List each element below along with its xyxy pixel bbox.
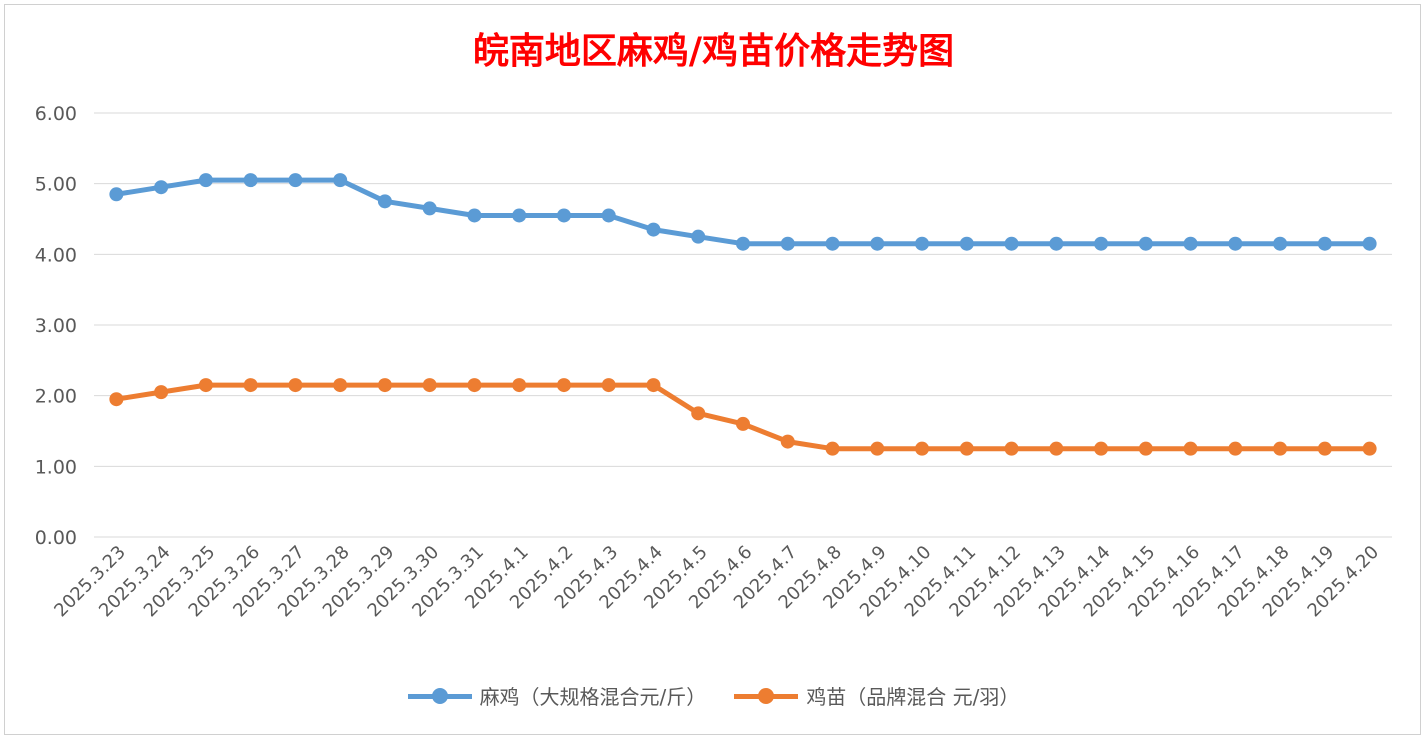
data-point-series-2 [1183, 441, 1198, 456]
data-point-series-2 [870, 441, 885, 456]
data-point-series-2 [691, 406, 706, 421]
legend-item-series-1[interactable]: 麻鸡（大规格混合元/斤） [407, 681, 707, 710]
data-point-series-1 [243, 173, 258, 188]
series-line-1 [113, 177, 1373, 247]
data-point-series-1 [1317, 236, 1332, 251]
data-point-series-1 [1138, 236, 1153, 251]
data-point-series-1 [691, 229, 706, 244]
data-point-series-1 [1362, 236, 1377, 251]
legend: 麻鸡（大规格混合元/斤） 鸡苗（品牌混合 元/羽） [0, 681, 1427, 710]
data-point-series-2 [288, 378, 303, 393]
data-point-series-1 [1094, 236, 1109, 251]
data-point-series-1 [1004, 236, 1019, 251]
data-point-series-2 [1362, 441, 1377, 456]
data-point-series-2 [825, 441, 840, 456]
data-point-series-2 [243, 378, 258, 393]
chart-frame [4, 4, 1421, 735]
legend-swatch-series-1 [407, 686, 472, 706]
y-tick-label: 2.00 [35, 386, 77, 408]
data-point-series-2 [512, 378, 527, 393]
data-point-series-1 [422, 201, 437, 216]
y-tick-label: 5.00 [35, 174, 77, 196]
data-point-series-2 [780, 434, 795, 449]
legend-dot-series-1 [431, 687, 448, 704]
data-point-series-2 [1094, 441, 1109, 456]
data-point-series-1 [736, 236, 750, 251]
data-point-series-2 [333, 378, 348, 393]
data-point-series-1 [1273, 236, 1288, 251]
data-point-series-2 [556, 378, 571, 393]
data-point-series-2 [646, 378, 661, 393]
chart-title: 皖南地区麻鸡/鸡苗价格走势图 [472, 30, 955, 72]
y-tick-label: 0.00 [35, 527, 77, 549]
data-point-series-2 [1317, 441, 1332, 456]
data-point-series-1 [780, 236, 795, 251]
data-point-series-2 [601, 378, 616, 393]
data-point-series-1 [959, 236, 974, 251]
data-point-series-2 [915, 441, 930, 456]
data-point-series-1 [288, 173, 303, 188]
data-point-series-1 [333, 173, 348, 188]
data-point-series-1 [870, 236, 885, 251]
data-point-series-2 [1004, 441, 1019, 456]
data-point-series-1 [556, 208, 571, 223]
data-point-series-2 [377, 378, 392, 393]
series-line-2 [113, 382, 1373, 452]
data-point-series-1 [1183, 236, 1198, 251]
y-tick-label: 6.00 [35, 103, 77, 125]
data-point-series-1 [915, 236, 930, 251]
data-point-series-2 [467, 378, 482, 393]
data-point-series-2 [422, 378, 437, 393]
data-point-series-1 [109, 187, 124, 202]
data-point-series-1 [512, 208, 527, 223]
legend-label-series-2: 鸡苗（品牌混合 元/羽） [806, 685, 1020, 709]
data-point-series-2 [736, 416, 750, 431]
data-point-series-1 [1228, 236, 1243, 251]
data-point-series-1 [646, 222, 661, 237]
y-tick-label: 3.00 [35, 315, 77, 337]
data-point-series-2 [1049, 441, 1064, 456]
legend-dot-series-2 [758, 687, 775, 704]
legend-item-series-2[interactable]: 鸡苗（品牌混合 元/羽） [734, 681, 1019, 710]
data-point-series-2 [1138, 441, 1153, 456]
data-point-series-1 [154, 180, 169, 195]
data-point-series-1 [467, 208, 482, 223]
data-point-series-2 [959, 441, 974, 456]
data-point-series-1 [1049, 236, 1064, 251]
data-point-series-2 [198, 378, 213, 393]
data-point-series-2 [154, 385, 169, 400]
data-point-series-1 [825, 236, 840, 251]
y-tick-label: 1.00 [35, 456, 77, 478]
y-tick-label: 4.00 [35, 244, 77, 266]
legend-label-series-1: 麻鸡（大规格混合元/斤） [479, 685, 707, 709]
data-point-series-2 [109, 392, 124, 407]
data-point-series-1 [198, 173, 213, 188]
data-point-series-1 [601, 208, 616, 223]
data-point-series-1 [377, 194, 392, 209]
data-point-series-2 [1273, 441, 1288, 456]
legend-swatch-series-2 [734, 686, 799, 706]
data-point-series-2 [1228, 441, 1243, 456]
